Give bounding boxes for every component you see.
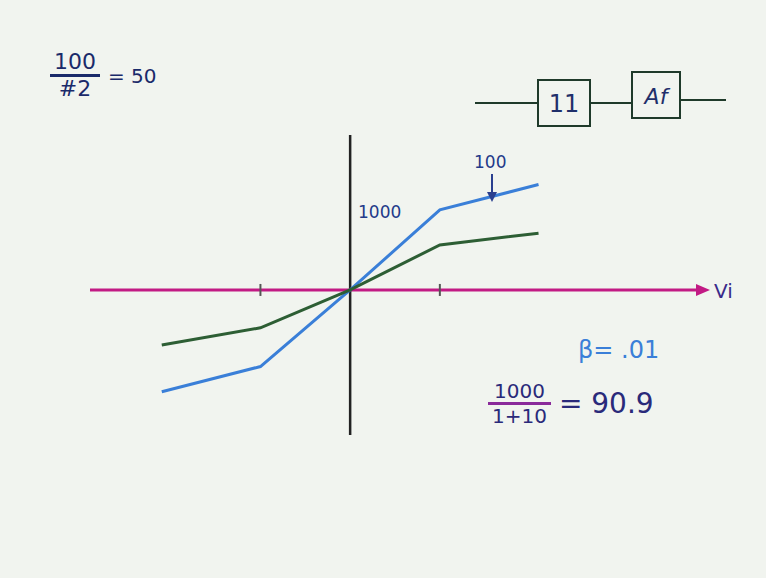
- html-text:1+10 = 90.9: 1+10 = 90.9: [492, 387, 654, 428]
- svg-text:β= .01: β= .01: [578, 336, 659, 364]
- svg-text:1000: 1000: [358, 202, 401, 222]
- svg-text:100: 100: [474, 152, 506, 172]
- svg-text:Af: Af: [643, 84, 671, 109]
- html-text:100: 100: [54, 49, 96, 74]
- html-text:#2: #2: [58, 76, 92, 102]
- html-text:= 50: = 50: [108, 63, 157, 88]
- svg-text:11: 11: [549, 90, 580, 118]
- html-text:1000: 1000: [494, 379, 545, 403]
- svg-text:Vi: Vi: [714, 279, 733, 303]
